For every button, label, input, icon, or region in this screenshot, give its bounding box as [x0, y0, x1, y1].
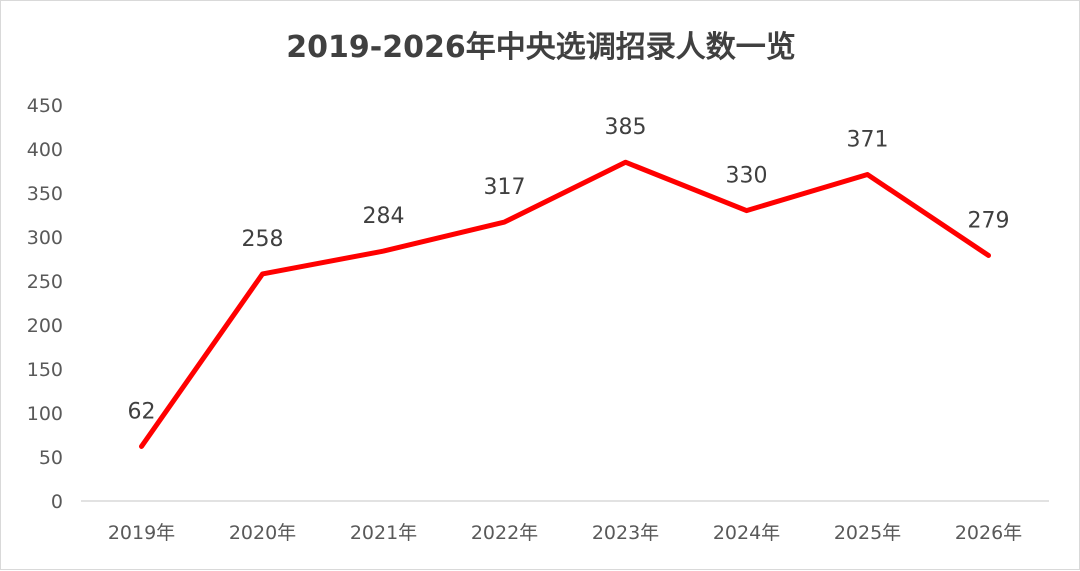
y-tick-label: 450 — [27, 95, 63, 117]
x-tick-label: 2019年 — [108, 522, 175, 544]
y-tick-label: 400 — [27, 139, 63, 161]
data-label: 371 — [847, 128, 889, 153]
y-tick-label: 300 — [27, 227, 63, 249]
chart-title: 2019-2026年中央选调招录人数一览 — [286, 30, 795, 65]
data-label: 330 — [726, 164, 768, 189]
y-tick-label: 0 — [51, 491, 63, 513]
x-tick-label: 2025年 — [834, 522, 901, 544]
y-tick-label: 350 — [27, 183, 63, 205]
data-label: 62 — [128, 399, 156, 424]
x-tick-label: 2022年 — [471, 522, 538, 544]
x-tick-label: 2026年 — [955, 522, 1022, 544]
y-tick-label: 100 — [27, 403, 63, 425]
x-tick-label: 2023年 — [592, 522, 659, 544]
y-tick-label: 50 — [39, 447, 63, 469]
data-label: 258 — [242, 227, 284, 252]
y-tick-label: 200 — [27, 315, 63, 337]
x-axis-labels: 2019年 2020年 2021年 2022年 2023年 2024年 2025年 2026年 — [108, 522, 1022, 544]
data-label: 284 — [363, 204, 405, 229]
x-tick-label: 2020年 — [229, 522, 296, 544]
x-tick-label: 2024年 — [713, 522, 780, 544]
data-label: 385 — [605, 115, 647, 140]
data-label: 279 — [968, 208, 1010, 233]
x-tick-label: 2021年 — [350, 522, 417, 544]
y-axis-labels: 0 50 100 150 200 250 300 350 400 450 — [27, 95, 63, 513]
series-line — [139, 159, 991, 449]
y-tick-label: 150 — [27, 359, 63, 381]
data-labels: 62 258 284 317 385 330 371 279 — [128, 115, 1010, 424]
y-tick-label: 250 — [27, 271, 63, 293]
data-label: 317 — [484, 175, 526, 200]
